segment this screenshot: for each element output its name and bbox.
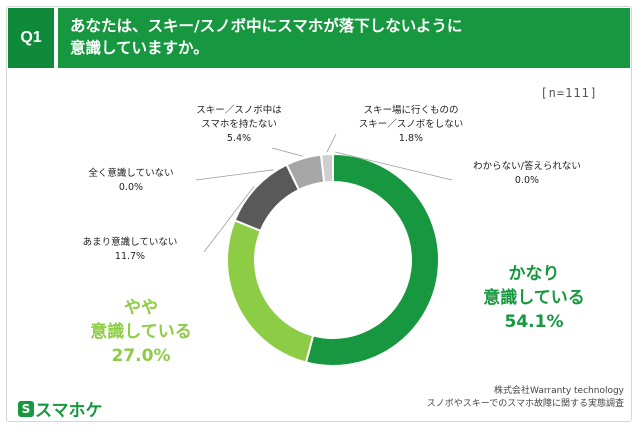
slice-5-line-2: スキー／スノボをしない: [358, 119, 464, 130]
slice-0-line-1: かなり: [508, 264, 560, 284]
label-slice-1: やや 意識している 27.0%: [66, 296, 216, 368]
label-slice-4: スキー／スノボ中は スマホを持たない 5.4%: [174, 104, 304, 146]
label-slice-3: 全く意識していない 0.0%: [66, 167, 196, 195]
slice-4-line-1: スキー／スノボ中は: [196, 105, 282, 116]
slice-4-line-2: スマホを持たない: [201, 119, 277, 130]
question-banner: あなたは、スキー/スノボ中にスマホが落下しないように 意識していますか。: [58, 8, 630, 68]
slice-0-value: 54.1%: [504, 312, 564, 332]
brand-logo-text: スマホケ: [35, 401, 103, 421]
credit-survey: スノボやスキーでのスマホ故障に関する実態調査: [426, 399, 624, 409]
sample-size: [n=111]: [540, 86, 598, 100]
slice-2-line-1: あまり意識していない: [82, 237, 178, 248]
label-slice-6: わからない/答えられない 0.0%: [452, 160, 602, 188]
slice-1-line-2: 意識している: [90, 322, 192, 342]
leader-line-4: [271, 147, 303, 157]
credit: 株式会社Warranty technology スノボやスキーでのスマホ故障に関…: [427, 385, 624, 411]
slice-0-line-2: 意識している: [483, 288, 585, 308]
question-badge: Q1: [8, 8, 54, 68]
slice-2-value: 11.7%: [114, 251, 146, 262]
credit-company: 株式会社Warranty technology: [494, 386, 624, 396]
leader-line-6: [335, 151, 453, 181]
slice-6-value: 0.0%: [514, 175, 540, 186]
donut-slice-5: [319, 152, 334, 184]
donut-slice-0: [304, 152, 440, 367]
label-slice-5: スキー場に行くものの スキー／スノボをしない 1.8%: [340, 104, 482, 146]
leader-line-2: [203, 186, 255, 253]
slice-5-value: 1.8%: [398, 133, 424, 144]
slice-3-value: 0.0%: [118, 182, 144, 193]
leader-line-3: [195, 169, 274, 181]
figure-frame: [6, 6, 632, 422]
slice-5-line-1: スキー場に行くものの: [363, 105, 459, 116]
label-slice-2: あまり意識していない 11.7%: [60, 236, 200, 264]
question-line-2: 意識していますか。: [70, 39, 209, 57]
slice-3-line-1: 全く意識していない: [88, 168, 174, 179]
slice-6-line-1: わからない/答えられない: [473, 161, 581, 172]
brand-mark-icon: S: [18, 400, 34, 417]
slice-1-value: 27.0%: [111, 346, 171, 366]
leader-line-5: [326, 133, 337, 153]
question-line-1: あなたは、スキー/スノボ中にスマホが落下しないように: [70, 17, 463, 35]
donut-slice-2: [233, 163, 301, 233]
brand-logo: S スマホケ: [18, 396, 103, 421]
slice-4-value: 5.4%: [226, 133, 252, 144]
donut-slice-1: [226, 219, 315, 364]
slice-1-line-1: やや: [124, 298, 158, 318]
label-slice-0: かなり 意識している 54.1%: [464, 262, 604, 334]
